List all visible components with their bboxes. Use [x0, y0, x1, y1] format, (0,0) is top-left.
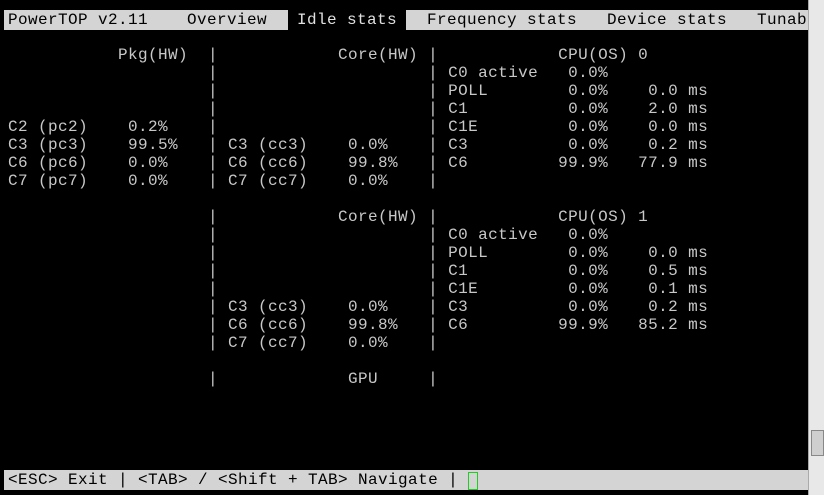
- help-text: <ESC> Exit | <TAB> / <Shift + TAB> Navig…: [8, 471, 459, 489]
- status-bar: <ESC> Exit | <TAB> / <Shift + TAB> Navig…: [4, 470, 808, 490]
- cursor: [468, 472, 478, 490]
- tab[interactable]: Overview: [187, 11, 268, 29]
- tab[interactable]: Tunab: [757, 11, 808, 29]
- tab-active[interactable]: Idle stats: [288, 10, 407, 30]
- app-title: PowerTOP v2.11: [8, 11, 149, 29]
- scroll-thumb[interactable]: [811, 430, 824, 456]
- tab[interactable]: Device stats: [607, 11, 728, 29]
- idle-stats-table: Pkg(HW) | Core(HW) | CPU(OS) 0 | | C0 ac…: [8, 46, 709, 388]
- scrollbar[interactable]: [808, 0, 824, 495]
- tab-bar: PowerTOP v2.11 Overview Idle stats Frequ…: [4, 10, 808, 30]
- tab[interactable]: Frequency stats: [427, 11, 578, 29]
